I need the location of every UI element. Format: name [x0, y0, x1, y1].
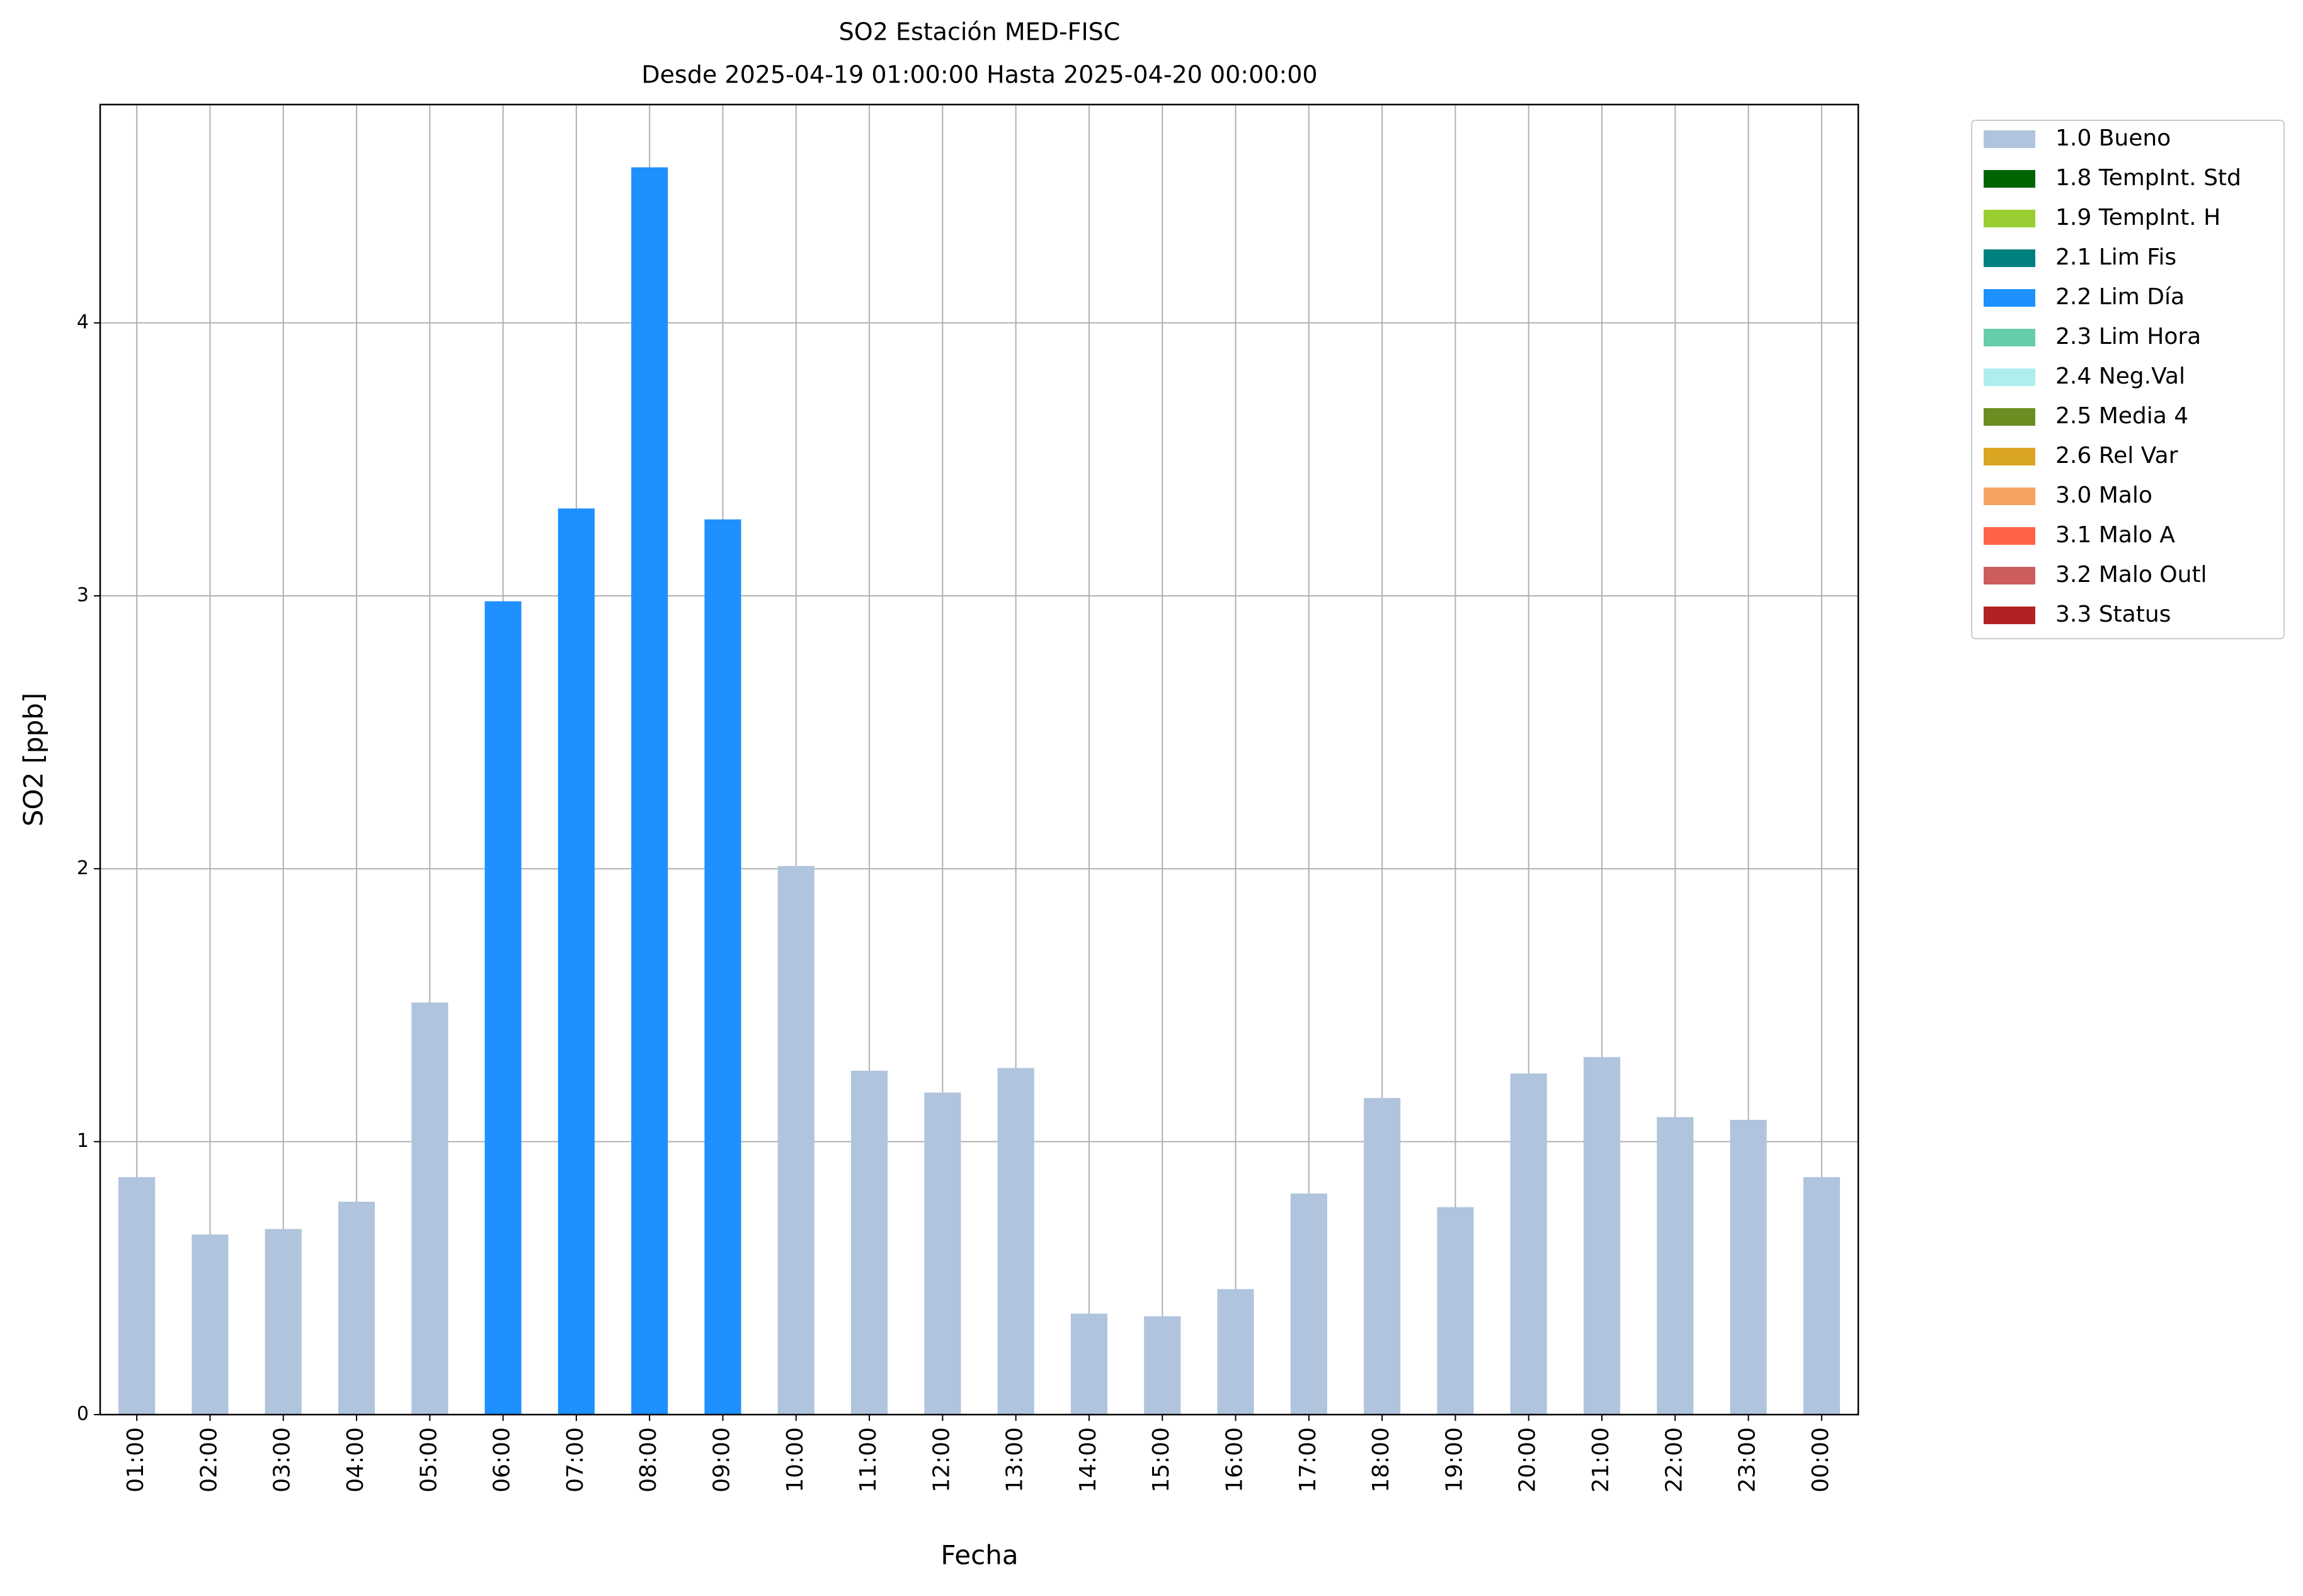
bar — [1510, 1073, 1547, 1415]
x-tick-label: 03:00 — [270, 1427, 295, 1493]
legend-label: 2.2 Lim Día — [2055, 284, 2185, 310]
legend-label: 1.8 TempInt. Std — [2055, 165, 2241, 191]
x-tick-label: 09:00 — [709, 1427, 734, 1493]
legend-label: 2.3 Lim Hora — [2055, 324, 2201, 350]
x-tick-label: 23:00 — [1735, 1427, 1761, 1493]
bar — [265, 1229, 302, 1415]
bar — [1730, 1120, 1767, 1415]
y-tick-label: 4 — [77, 311, 89, 333]
x-tick-label: 02:00 — [196, 1427, 222, 1493]
legend-swatch — [1984, 329, 2035, 346]
legend-box — [1971, 120, 2285, 639]
bar — [631, 167, 668, 1415]
x-tick-label: 15:00 — [1148, 1427, 1174, 1493]
x-tick-label: 06:00 — [489, 1427, 515, 1493]
legend: 1.0 Bueno 1.8 TempInt. Std 1.9 TempInt. H 2… — [1971, 120, 2285, 639]
x-tick-label: 22:00 — [1661, 1427, 1687, 1493]
legend-swatch — [1984, 567, 2035, 584]
bars — [118, 167, 1840, 1415]
legend-swatch — [1984, 130, 2035, 148]
legend-swatch — [1984, 607, 2035, 624]
x-tick-label: 13:00 — [1002, 1427, 1028, 1493]
bar — [1290, 1194, 1327, 1415]
bar — [777, 866, 814, 1415]
legend-swatch — [1984, 289, 2035, 307]
bar — [1144, 1316, 1181, 1415]
x-tick-label: 20:00 — [1515, 1427, 1541, 1493]
y-tick-label: 0 — [77, 1403, 89, 1425]
bar — [1803, 1177, 1840, 1415]
bar — [118, 1177, 156, 1415]
legend-label: 2.6 Rel Var — [2055, 443, 2178, 469]
x-axis-label: Fecha — [940, 1540, 1018, 1571]
x-tick-label: 08:00 — [636, 1427, 661, 1493]
legend-label: 1.9 TempInt. H — [2055, 205, 2220, 231]
y-tick-label: 3 — [77, 584, 89, 607]
bar — [1217, 1289, 1254, 1415]
bar — [484, 601, 522, 1415]
legend-swatch — [1984, 210, 2035, 227]
x-tick-label: 01:00 — [123, 1427, 149, 1493]
bar — [557, 508, 595, 1415]
bar — [1070, 1313, 1108, 1415]
y-tick-label: 1 — [77, 1130, 89, 1152]
bar — [1364, 1098, 1401, 1415]
legend-swatch — [1984, 170, 2035, 188]
legend-swatch — [1984, 487, 2035, 505]
chart-subtitle: Desde 2025-04-19 01:00:00 Hasta 2025-04-… — [641, 61, 1317, 89]
x-tick-label: 16:00 — [1222, 1427, 1248, 1493]
legend-swatch — [1984, 527, 2035, 545]
bar — [1657, 1117, 1694, 1415]
bar — [924, 1092, 961, 1415]
x-tick-label: 07:00 — [563, 1427, 588, 1493]
legend-label: 3.0 Malo — [2055, 482, 2152, 508]
x-tick-label: 10:00 — [782, 1427, 808, 1493]
x-tick-label: 04:00 — [343, 1427, 369, 1493]
legend-label: 3.3 Status — [2055, 601, 2171, 627]
bar — [1583, 1057, 1621, 1415]
y-tick-label: 2 — [77, 857, 89, 879]
x-tick-label: 00:00 — [1808, 1427, 1834, 1493]
plot-frame — [99, 103, 1860, 1416]
legend-label: 3.2 Malo Outl — [2055, 562, 2207, 588]
x-tick-label: 05:00 — [416, 1427, 442, 1493]
bar — [191, 1234, 229, 1415]
legend-swatch — [1984, 408, 2035, 426]
x-tick-label: 12:00 — [929, 1427, 954, 1493]
legend-label: 2.4 Neg.Val — [2055, 363, 2185, 389]
legend-label: 2.5 Media 4 — [2055, 403, 2188, 429]
bar — [850, 1071, 888, 1415]
x-tick-label: 11:00 — [855, 1427, 881, 1493]
bar — [1437, 1207, 1474, 1415]
legend-swatch — [1984, 448, 2035, 465]
legend-label: 2.1 Lim Fis — [2055, 244, 2176, 270]
legend-swatch — [1984, 249, 2035, 267]
x-tick-label: 21:00 — [1588, 1427, 1614, 1493]
x-tick-label: 19:00 — [1441, 1427, 1467, 1493]
bar — [704, 519, 741, 1415]
bar — [997, 1068, 1034, 1415]
x-tick-label: 18:00 — [1368, 1427, 1394, 1493]
bar — [338, 1202, 375, 1415]
y-axis-label: SO2 [ppb] — [18, 693, 49, 827]
legend-swatch — [1984, 368, 2035, 386]
x-tick-label: 14:00 — [1075, 1427, 1101, 1493]
legend-label: 1.0 Bueno — [2055, 125, 2171, 151]
legend-label: 3.1 Malo A — [2055, 522, 2175, 548]
x-tick-label: 17:00 — [1295, 1427, 1321, 1493]
bar — [411, 1002, 449, 1415]
chart-title: SO2 Estación MED-FISC — [839, 18, 1121, 46]
